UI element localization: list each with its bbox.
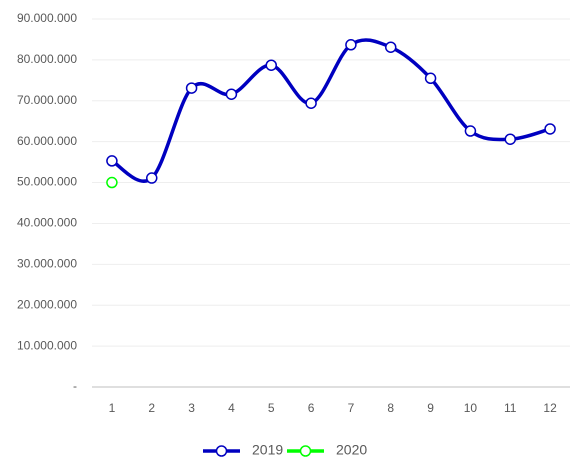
data-point: [305, 97, 317, 109]
y-tick-label: -: [73, 379, 77, 393]
y-tick-label: 80.000.000: [17, 52, 77, 66]
data-point: [146, 172, 158, 184]
x-tick-label: 3: [188, 401, 195, 415]
x-tick-label: 12: [543, 401, 557, 415]
data-point: [265, 59, 277, 71]
y-tick-label: 90.000.000: [17, 11, 77, 25]
legend-marker: [299, 445, 312, 457]
x-tick-label: 10: [464, 401, 478, 415]
x-tick-label: 2: [148, 401, 155, 415]
legend-label: 2020: [336, 442, 367, 457]
y-tick-label: 50.000.000: [17, 175, 77, 189]
y-tick-label: 20.000.000: [17, 297, 77, 311]
y-tick-label: 10.000.000: [17, 338, 77, 352]
data-point: [106, 155, 118, 167]
x-tick-label: 4: [228, 401, 235, 415]
data-point: [504, 133, 516, 145]
data-point: [225, 88, 238, 100]
x-tick-label: 1: [109, 401, 116, 415]
data-point: [544, 123, 556, 135]
x-tick-label: 8: [387, 401, 394, 415]
x-tick-label: 7: [348, 401, 355, 415]
y-tick-label: 60.000.000: [17, 134, 77, 148]
data-point: [385, 41, 397, 53]
x-tick-label: 5: [268, 401, 275, 415]
data-point: [345, 39, 357, 51]
data-point: [464, 125, 477, 137]
y-tick-label: 30.000.000: [17, 257, 77, 271]
data-point: [424, 72, 437, 85]
x-tick-label: 9: [427, 401, 434, 415]
y-tick-label: 70.000.000: [17, 93, 77, 107]
data-point: [106, 176, 118, 189]
x-tick-label: 11: [504, 401, 517, 415]
y-tick-label: 40.000.000: [17, 216, 77, 230]
legend-label: 2019: [252, 442, 283, 457]
legend-marker: [215, 445, 228, 457]
series-line: [110, 38, 551, 183]
data-point: [185, 82, 198, 94]
x-tick-label: 6: [308, 401, 315, 415]
